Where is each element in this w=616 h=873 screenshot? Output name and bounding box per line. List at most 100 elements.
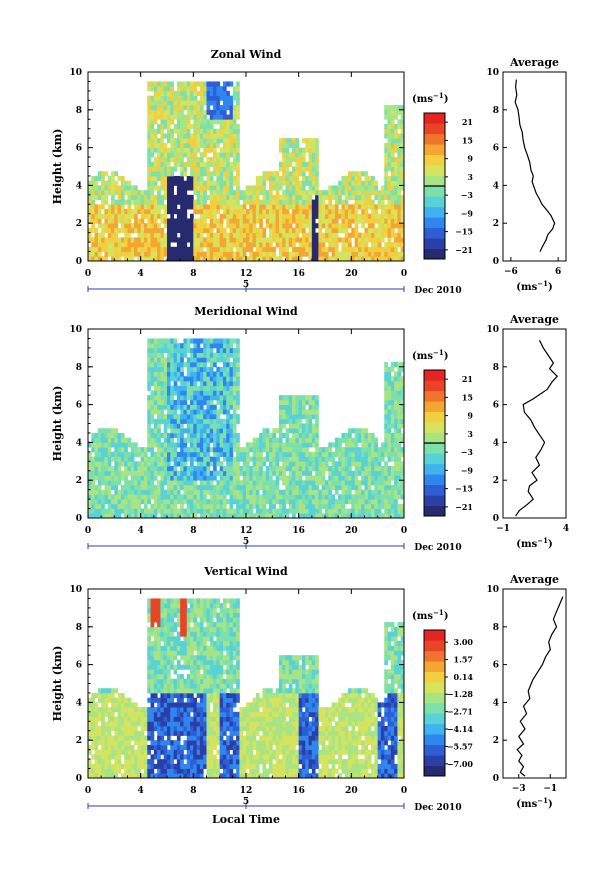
heatmap-cell: [147, 357, 151, 363]
heatmap-cell: [186, 90, 191, 97]
heatmap-cell: [400, 451, 405, 457]
heatmap-cell: [170, 376, 174, 382]
heatmap-cell: [377, 484, 382, 491]
heatmap-cell: [364, 237, 369, 243]
heatmap-cell: [147, 128, 151, 134]
heatmap-cell: [130, 480, 135, 486]
heatmap-cell: [292, 399, 296, 406]
heatmap-cell: [236, 494, 240, 500]
heatmap-cell: [120, 180, 125, 186]
heatmap-cell: [387, 147, 392, 153]
heatmap-cell: [219, 447, 224, 453]
heatmap-cell: [278, 213, 283, 219]
heatmap-cell: [236, 461, 240, 467]
colorbar-unit: (ms−1): [412, 91, 448, 105]
heatmap-cell: [196, 508, 201, 514]
heatmap-cell: [199, 409, 204, 415]
heatmap-cell: [341, 484, 346, 491]
heatmap-cell: [137, 489, 142, 495]
heatmap-cell: [229, 484, 234, 491]
heatmap-cell: [295, 138, 300, 144]
heatmap-cell: [255, 199, 260, 205]
heatmap-cell: [308, 161, 313, 167]
heatmap-cell: [354, 194, 359, 200]
heatmap-cell: [180, 404, 184, 410]
heatmap-cell: [236, 499, 240, 505]
heatmap-cell: [196, 423, 201, 429]
heatmap-cell: [196, 466, 201, 472]
heatmap-cell: [308, 237, 313, 243]
heatmap-cell: [262, 470, 267, 476]
heatmap-cell: [275, 213, 280, 219]
heatmap-cell: [196, 138, 201, 144]
heatmap-cell: [170, 194, 174, 200]
heatmap-cell: [361, 223, 365, 229]
heatmap-cell: [222, 371, 227, 377]
heatmap-cell: [226, 470, 230, 476]
heatmap-cell: [143, 194, 148, 200]
heatmap-cell: [193, 494, 198, 500]
heatmap-cell: [209, 418, 214, 424]
heatmap-cell: [249, 466, 253, 472]
heatmap-cell: [176, 432, 181, 439]
heatmap-cell: [348, 251, 352, 257]
heatmap-cell: [394, 218, 398, 224]
heatmap-cell: [114, 763, 119, 769]
heatmap-cell: [390, 442, 395, 448]
heatmap-cell: [269, 489, 273, 495]
heatmap-cell: [193, 86, 198, 92]
heatmap-cell: [357, 484, 362, 491]
heatmap-cell: [357, 232, 362, 238]
heatmap-cell: [150, 409, 155, 415]
heatmap-cell: [140, 223, 145, 229]
heatmap-cell: [315, 489, 319, 495]
heatmap-cell: [88, 749, 92, 755]
heatmap-cell: [117, 702, 122, 708]
heatmap-cell: [288, 185, 293, 191]
heatmap-cell: [124, 242, 128, 248]
heatmap-cell: [206, 147, 211, 153]
heatmap-cell: [229, 166, 234, 172]
heatmap-cell: [160, 152, 165, 158]
heatmap-cell: [305, 161, 309, 167]
heatmap-cell: [163, 475, 168, 481]
heatmap-cell: [183, 147, 188, 153]
heatmap-cell: [127, 484, 132, 491]
heatmap-cell: [163, 347, 168, 354]
colorbar-segment: [424, 144, 445, 156]
heatmap-cell: [380, 484, 385, 491]
heatmap-cell: [209, 175, 214, 182]
heatmap-cell: [387, 508, 392, 514]
heatmap-cell: [338, 185, 342, 191]
heatmap-cell: [301, 395, 306, 401]
heatmap-cell: [104, 754, 109, 760]
heatmap-cell: [219, 432, 224, 439]
heatmap-cell: [157, 466, 161, 472]
heatmap-cell: [380, 442, 385, 448]
heatmap-cell: [150, 171, 155, 177]
heatmap-cell: [278, 204, 283, 210]
heatmap-cell: [170, 466, 174, 472]
heatmap-cell: [180, 142, 184, 149]
heatmap-cell: [196, 395, 201, 401]
heatmap-cell: [361, 242, 365, 248]
heatmap-cell: [354, 437, 359, 443]
heatmap-cell: [390, 399, 395, 406]
heatmap-cell: [190, 366, 194, 372]
heatmap-cell: [186, 251, 191, 257]
heatmap-cell: [242, 251, 247, 257]
heatmap-cell: [170, 395, 174, 401]
heatmap-cell: [196, 185, 201, 191]
heatmap-cell: [400, 390, 405, 396]
heatmap-cell: [259, 218, 263, 224]
heatmap-cell: [380, 185, 385, 191]
heatmap-cell: [196, 338, 201, 344]
heatmap-cell: [163, 194, 168, 200]
heatmap-cell: [400, 470, 405, 476]
heatmap-cell: [374, 466, 379, 472]
heatmap-cell: [390, 414, 395, 420]
heatmap-cell: [153, 95, 158, 101]
heatmap-cell: [130, 199, 135, 205]
heatmap-cell: [167, 161, 171, 167]
heatmap-cell: [308, 437, 313, 443]
